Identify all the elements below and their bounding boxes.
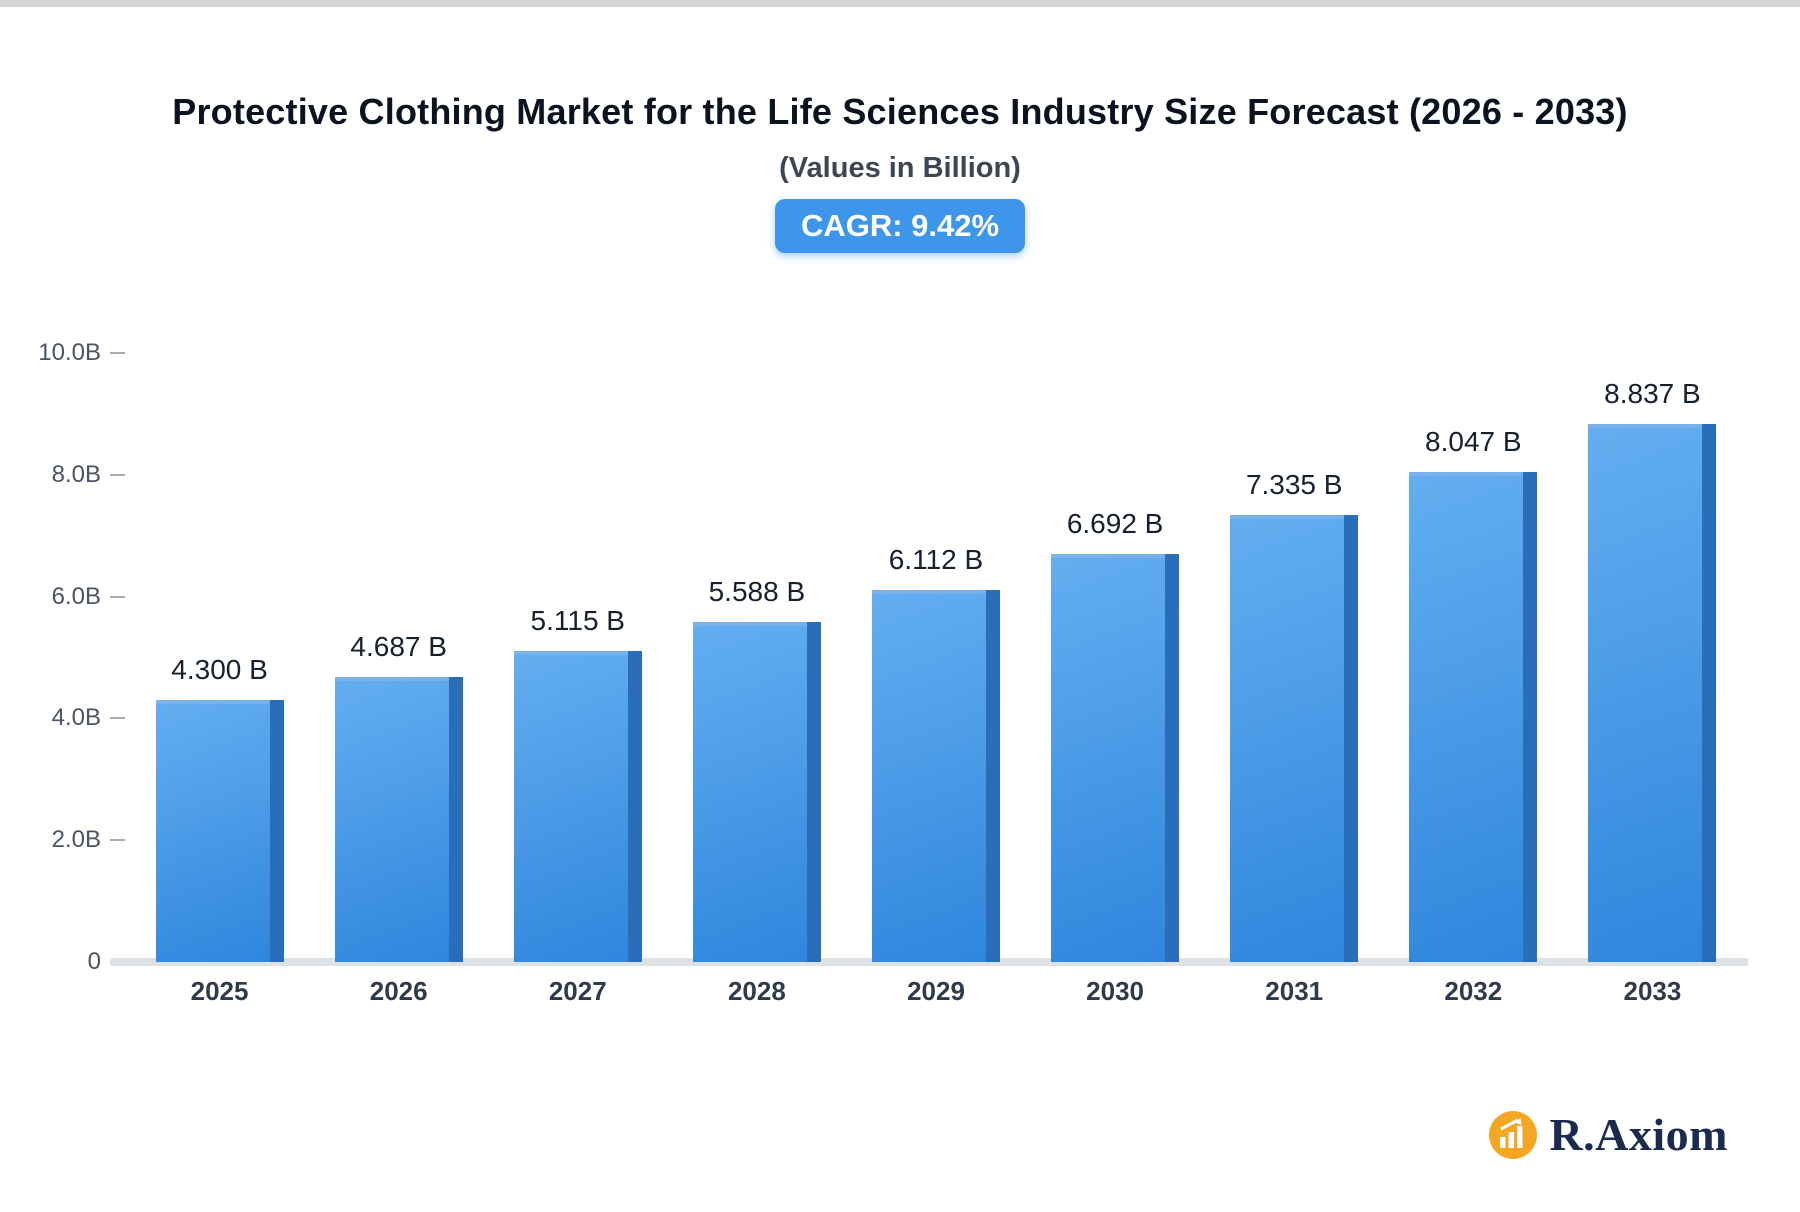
x-axis-label: 2027 — [548, 976, 607, 1006]
bar-side-face — [448, 676, 463, 962]
x-axis-baseline — [110, 958, 1748, 966]
bar-front-face — [871, 589, 986, 962]
bar-slot: 6.112 B — [846, 353, 1025, 962]
bar-front-face — [513, 650, 628, 962]
bar-2025[interactable]: 4.300 B — [155, 654, 284, 962]
x-axis-label: 2032 — [1444, 976, 1503, 1006]
bar-side-face — [985, 589, 1000, 962]
y-axis-label: 2.0B — [51, 826, 101, 854]
bar-value-label: 5.588 B — [708, 575, 806, 607]
bar-2032[interactable]: 8.047 B — [1409, 426, 1538, 962]
top-border — [0, 0, 1800, 7]
raxiom-logo[interactable]: R.Axiom — [1487, 1108, 1728, 1161]
bar-value-label: 6.112 B — [888, 543, 984, 575]
bar-value-label: 6.692 B — [1066, 508, 1164, 540]
bar-value-label: 5.115 B — [530, 604, 625, 636]
bar-value-label: 7.335 B — [1245, 469, 1343, 501]
bar-2028[interactable]: 5.588 B — [692, 576, 821, 962]
chart-header: Protective Clothing Market for the Life … — [0, 86, 1800, 254]
x-axis-label: 2030 — [1086, 976, 1145, 1006]
bar-slot: 8.047 B — [1384, 353, 1563, 962]
bar-2030[interactable]: 6.692 B — [1051, 508, 1180, 962]
x-axis-label: 2031 — [1265, 976, 1324, 1006]
y-axis-label: 6.0B — [51, 582, 101, 610]
cagr-badge: CAGR: 9.42% — [774, 199, 1026, 254]
bar-value-label: 4.300 B — [171, 654, 268, 686]
bar-2029[interactable]: 6.112 B — [871, 544, 1000, 962]
y-tick-mark — [110, 473, 125, 476]
x-axis-label: 2029 — [907, 976, 965, 1006]
x-axis-label: 2033 — [1623, 976, 1682, 1006]
y-tick-mark — [110, 352, 125, 354]
x-axis-label: 2025 — [190, 976, 249, 1006]
x-axis: 2025 2026 2027 2028 2029 2030 2031 2032 2033 — [130, 976, 1742, 1007]
bar-front-face — [692, 621, 807, 962]
y-tick: 8.0B — [52, 461, 125, 489]
bar-value-label: 8.047 B — [1425, 425, 1522, 457]
bar-2026[interactable]: 4.687 B — [334, 631, 463, 962]
bar-side-face — [1702, 423, 1717, 962]
bar-side-face — [627, 650, 642, 962]
y-tick-mark — [110, 717, 125, 720]
y-tick-mark — [110, 595, 125, 598]
bar-side-face — [806, 621, 821, 962]
bar-side-face — [269, 700, 284, 962]
bar-value-label: 4.687 B — [350, 630, 447, 662]
bar-front-face — [1230, 515, 1345, 962]
bar-slot: 4.300 B — [130, 353, 309, 962]
bar-slot: 7.335 B — [1205, 353, 1384, 962]
bar-side-face — [1165, 554, 1180, 962]
bar-2027[interactable]: 5.115 B — [513, 605, 642, 962]
y-axis-label: 0 — [87, 948, 101, 975]
x-axis-label: 2026 — [369, 976, 428, 1006]
bar-slot: 6.692 B — [1026, 353, 1205, 962]
y-axis-label: 4.0B — [51, 704, 101, 732]
y-axis-label: 8.0B — [51, 460, 101, 488]
chart-title: Protective Clothing Market for the Life … — [172, 91, 1628, 132]
plot-area: 4.300 B 4.687 B 5.115 B 5.588 B 6.112 B 6.692… — [110, 353, 1748, 966]
y-tick: 2.0B — [52, 826, 125, 854]
y-tick: 4.0B — [52, 704, 125, 732]
y-tick-mark — [110, 839, 125, 842]
y-axis-label: 10.0B — [38, 339, 101, 366]
bar-chart-growth-icon — [1487, 1109, 1539, 1161]
bar-slot: 8.837 B — [1563, 353, 1742, 962]
bar-slot: 4.687 B — [309, 353, 488, 962]
y-axis: 10.0B 8.0B 6.0B 4.0B 2.0B 0 — [0, 339, 125, 975]
bar-slot: 5.588 B — [667, 353, 846, 962]
bar-value-label: 8.837 B — [1604, 377, 1701, 409]
bar-slot: 5.115 B — [488, 353, 667, 962]
bar-side-face — [1344, 515, 1359, 962]
bar-front-face — [1409, 471, 1524, 962]
bar-2033[interactable]: 8.837 B — [1588, 378, 1717, 962]
bar-side-face — [1523, 471, 1538, 962]
x-axis-label: 2028 — [727, 976, 786, 1006]
bar-front-face — [334, 676, 449, 962]
y-tick: 6.0B — [52, 583, 125, 611]
logo-text: R.Axiom — [1549, 1109, 1728, 1160]
bar-front-face — [1051, 554, 1166, 962]
y-tick: 10.0B — [38, 339, 125, 367]
bar-front-face — [1588, 423, 1703, 962]
bar-2031[interactable]: 7.335 B — [1230, 469, 1359, 962]
bar-front-face — [155, 700, 270, 962]
chart-subtitle: (Values in Billion) — [779, 152, 1021, 185]
